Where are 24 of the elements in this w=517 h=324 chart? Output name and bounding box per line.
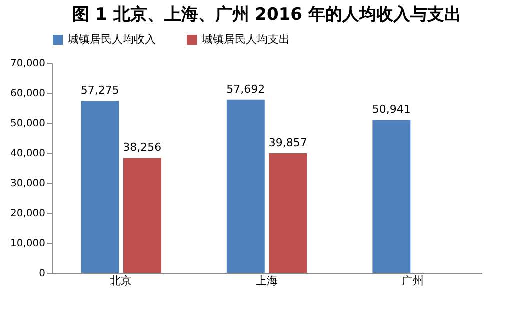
bar [226, 100, 265, 273]
legend-label: 城镇居民人均收入 [67, 33, 156, 46]
y-tick-label: 50,000 [10, 118, 46, 130]
y-tick-label: 40,000 [10, 148, 46, 160]
data-label: 38,256 [123, 141, 162, 154]
bar [81, 101, 120, 273]
bar [123, 158, 162, 273]
y-tick-label: 60,000 [10, 88, 46, 100]
y-tick-label: 0 [39, 268, 46, 280]
data-label: 50,941 [372, 103, 411, 116]
legend-label: 城镇居民人均支出 [201, 33, 290, 46]
y-tick-label: 20,000 [10, 208, 46, 220]
y-tick-label: 30,000 [10, 178, 46, 190]
data-label: 39,857 [268, 136, 308, 150]
y-tick-label: 10,000 [10, 238, 46, 250]
chart-title: 图 1 北京、上海、广州 2016 年的人均收入与支出 [72, 5, 462, 25]
x-tick-label: 上海 [256, 274, 278, 288]
bar [269, 153, 308, 273]
bar [372, 120, 411, 273]
x-tick-label: 广州 [402, 274, 424, 288]
data-label: 57,692 [226, 82, 266, 96]
y-tick-label: 70,000 [10, 58, 46, 70]
data-label: 57,275 [80, 84, 120, 98]
x-tick-label: 北京 [110, 274, 132, 288]
